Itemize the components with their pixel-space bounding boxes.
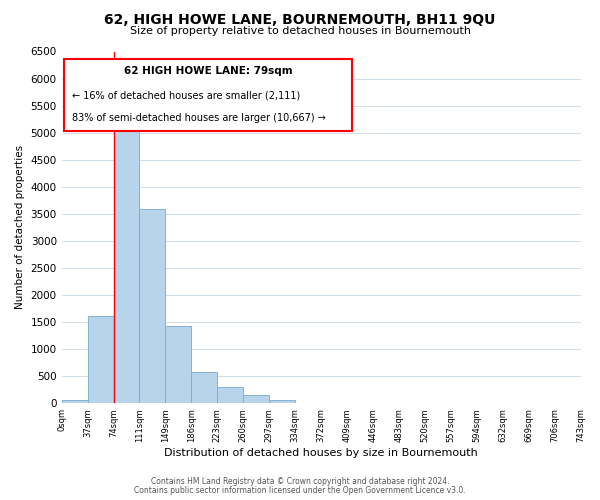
Bar [243, 396, 269, 403]
Bar [191, 372, 217, 403]
Text: 83% of semi-detached houses are larger (10,667) →: 83% of semi-detached houses are larger (… [72, 113, 326, 123]
FancyBboxPatch shape [64, 58, 352, 130]
Text: 62 HIGH HOWE LANE: 79sqm: 62 HIGH HOWE LANE: 79sqm [124, 66, 293, 76]
Bar [139, 210, 166, 403]
Text: Contains HM Land Registry data © Crown copyright and database right 2024.: Contains HM Land Registry data © Crown c… [151, 477, 449, 486]
Bar [217, 387, 243, 403]
Bar [113, 128, 139, 403]
Y-axis label: Number of detached properties: Number of detached properties [15, 146, 25, 310]
Text: 62, HIGH HOWE LANE, BOURNEMOUTH, BH11 9QU: 62, HIGH HOWE LANE, BOURNEMOUTH, BH11 9Q… [104, 12, 496, 26]
Text: ← 16% of detached houses are smaller (2,111): ← 16% of detached houses are smaller (2,… [72, 90, 300, 100]
Text: Size of property relative to detached houses in Bournemouth: Size of property relative to detached ho… [130, 26, 470, 36]
Bar [166, 326, 191, 403]
Bar [62, 400, 88, 403]
Bar [88, 316, 113, 403]
X-axis label: Distribution of detached houses by size in Bournemouth: Distribution of detached houses by size … [164, 448, 478, 458]
Bar [269, 400, 295, 403]
Text: Contains public sector information licensed under the Open Government Licence v3: Contains public sector information licen… [134, 486, 466, 495]
